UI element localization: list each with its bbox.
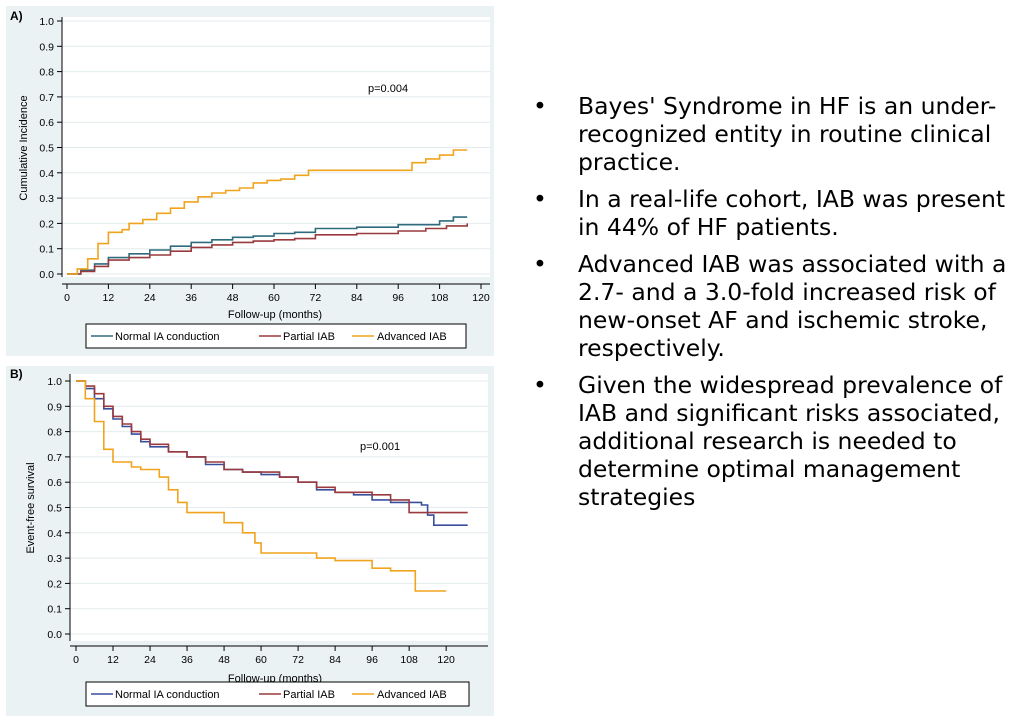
chart-b-y-tick-label: 0.0 (47, 629, 62, 641)
chart-b-y-tick-label: 0.7 (47, 452, 62, 464)
chart-a-panel-label: A) (10, 9, 23, 23)
chart-a-legend-label-normal: Normal IA conduction (115, 331, 220, 343)
chart-a-series-partial (67, 223, 468, 275)
chart-b-y-tick-label: 0.1 (47, 604, 62, 616)
bullet-dot: • (533, 250, 547, 278)
chart-b-legend-label-normal: Normal IA conduction (115, 689, 220, 701)
chart-a-series-advanced (67, 149, 468, 275)
chart-b-x-tick-label: 96 (366, 654, 378, 666)
chart-a-y-tick-label: 0.9 (39, 41, 54, 53)
chart-a-y-tick-label: 0.2 (39, 218, 54, 230)
chart-b-y-tick-label: 0.6 (47, 477, 62, 489)
bullet-text: Bayes' Syndrome in HF is an under-recogn… (578, 92, 997, 176)
chart-a-x-tick-label: 36 (185, 292, 197, 304)
chart-b-y-tick-label: 0.2 (47, 578, 62, 590)
chart-a-x-tick-label: 24 (144, 292, 156, 304)
chart-a-y-tick-label: 0.7 (39, 92, 54, 104)
bullet-text: Advanced IAB was associated with a 2.7- … (578, 250, 1007, 362)
chart-b-legend-label-partial: Partial IAB (283, 689, 335, 701)
chart-a-y-tick-label: 0.0 (39, 269, 54, 281)
chart-panel-a: A) 0.0 0.1 0.2 0.3 0.4 0.5 0.6 0.7 0.8 0.9 1.0 0 12… (6, 6, 494, 356)
chart-a-x-tick-label: 120 (472, 292, 490, 304)
bullet-item: • In a real-life cohort, IAB was present … (533, 185, 1013, 241)
chart-a-y-tick-label: 0.3 (39, 193, 54, 205)
chart-a-y-axis-title: Cumulative Incidence (18, 95, 30, 200)
chart-b-x-tick-label: 72 (292, 654, 304, 666)
bullet-dot: • (533, 92, 547, 120)
chart-b-series-advanced (76, 380, 447, 592)
chart-a-legend-label-advanced: Advanced IAB (377, 331, 447, 343)
chart-b-y-tick-label: 0.4 (47, 528, 62, 540)
chart-b-x-tick-label: 84 (329, 654, 341, 666)
chart-a-x-tick-label: 96 (392, 292, 404, 304)
chart-b-y-tick-label: 0.9 (47, 401, 62, 413)
chart-a-x-tick-label: 12 (103, 292, 115, 304)
chart-b-series-partial (76, 380, 468, 514)
chart-b-y-axis-title: Event-free survival (25, 462, 37, 553)
chart-a-x-axis-title: Follow-up (months) (228, 309, 322, 321)
bullet-item: • Advanced IAB was associated with a 2.7-… (533, 250, 1013, 362)
chart-a-y-tick-label: 0.4 (39, 168, 54, 180)
chart-b-x-tick-label: 48 (218, 654, 230, 666)
chart-b-y-tick-label: 1.0 (47, 376, 62, 388)
chart-b-y-tick-label: 0.5 (47, 503, 62, 515)
chart-a-series-normal (67, 216, 468, 275)
bullet-dot: • (533, 371, 547, 399)
chart-b-x-tick-label: 36 (181, 654, 193, 666)
chart-a-x-tick-label: 60 (268, 292, 280, 304)
chart-b-legend: Normal IA conduction Partial IAB Advance… (85, 681, 470, 707)
bullet-text: Given the widespread prevalence of IAB a… (578, 371, 1003, 511)
chart-a-x-tick-label: 48 (227, 292, 239, 304)
chart-b-x-tick-label: 12 (107, 654, 119, 666)
chart-a-p-value: p=0.004 (368, 83, 408, 95)
chart-b-x-tick-label: 60 (255, 654, 267, 666)
bullet-dot: • (533, 185, 547, 213)
chart-a-legend-label-partial: Partial IAB (283, 331, 335, 343)
chart-b-x-tick-label: 24 (144, 654, 156, 666)
bullet-item: • Bayes' Syndrome in HF is an under-recog… (533, 92, 1013, 176)
bullet-text: In a real-life cohort, IAB was present i… (578, 185, 1006, 241)
chart-a-y-tick-label: 1.0 (39, 16, 54, 28)
bullet-item: • Given the widespread prevalence of IAB … (533, 371, 1013, 511)
chart-a-y-tick-label: 0.5 (39, 143, 54, 155)
chart-b-x-tick-label: 108 (400, 654, 418, 666)
chart-b-x-tick-label: 120 (437, 654, 455, 666)
chart-b-x-tick-label: 0 (73, 654, 79, 666)
chart-a-x-tick-label: 72 (310, 292, 322, 304)
chart-panel-b: B) 0.0 0.1 0.2 0.3 0.4 0.5 0.6 0.7 0.8 0.9 1.0 0 12… (6, 366, 494, 716)
chart-a-x-tick-label: 108 (431, 292, 449, 304)
chart-a-y-tick-label: 0.8 (39, 67, 54, 79)
chart-b-p-value: p=0.001 (360, 441, 400, 453)
chart-a-x-tick-label: 0 (64, 292, 70, 304)
chart-a-y-tick-label: 0.6 (39, 117, 54, 129)
chart-b-panel-label: B) (10, 367, 23, 381)
chart-a-legend: Normal IA conduction Partial IAB Advance… (85, 323, 467, 349)
chart-b-y-tick-label: 0.3 (47, 553, 62, 565)
chart-a-x-tick-label: 84 (351, 292, 363, 304)
chart-a-y-tick-label: 0.1 (39, 244, 54, 256)
chart-b-legend-label-advanced: Advanced IAB (377, 689, 447, 701)
chart-b-y-tick-label: 0.8 (47, 427, 62, 439)
key-findings-list: • Bayes' Syndrome in HF is an under-recog… (533, 92, 1013, 520)
